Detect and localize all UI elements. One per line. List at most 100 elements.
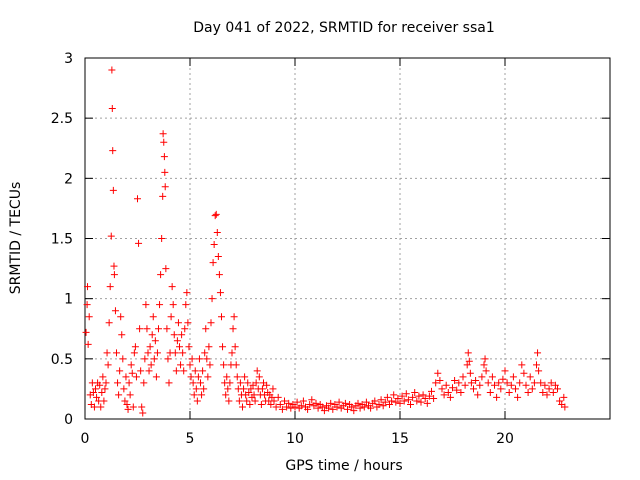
data-point — [140, 379, 148, 387]
data-point — [394, 395, 402, 403]
data-point — [236, 379, 244, 387]
data-point — [493, 393, 501, 401]
data-point — [174, 319, 182, 327]
data-point — [329, 405, 337, 413]
data-point — [455, 379, 463, 387]
data-point — [549, 389, 557, 397]
data-point — [101, 385, 109, 393]
data-point — [255, 373, 263, 381]
data-point — [171, 349, 179, 357]
data-point — [377, 396, 385, 404]
data-point — [245, 389, 253, 397]
data-point — [191, 367, 199, 375]
data-point — [90, 403, 98, 411]
data-point — [484, 379, 492, 387]
data-point — [104, 361, 112, 369]
data-point — [161, 168, 169, 176]
y-tick-label: 0.5 — [51, 352, 73, 368]
data-point — [197, 379, 204, 387]
data-point — [466, 369, 474, 377]
data-point — [451, 376, 459, 384]
data-point — [449, 384, 456, 392]
data-point — [291, 403, 299, 411]
data-point — [362, 398, 370, 406]
data-point — [244, 379, 252, 387]
data-point — [396, 399, 404, 407]
data-point — [272, 403, 280, 411]
data-point — [258, 385, 266, 393]
data-point — [263, 381, 271, 389]
data-point — [100, 397, 108, 405]
data-point — [505, 389, 513, 397]
data-point — [98, 389, 106, 397]
data-point — [110, 271, 118, 279]
data-point — [430, 395, 438, 403]
chart-title: Day 041 of 2022, SRMTID for receiver ssa… — [193, 20, 495, 36]
data-point — [318, 403, 326, 411]
data-point — [308, 396, 316, 404]
data-point — [235, 397, 243, 405]
data-point — [161, 183, 169, 191]
data-point — [269, 385, 277, 393]
data-point — [478, 373, 486, 381]
data-point — [240, 385, 248, 393]
data-point — [520, 369, 528, 377]
data-point — [105, 319, 113, 327]
data-point — [169, 301, 177, 309]
data-point — [128, 369, 136, 377]
data-point — [177, 361, 185, 369]
y-tick-label: 2 — [64, 171, 73, 187]
data-point — [488, 373, 496, 381]
data-point — [561, 403, 569, 411]
data-point — [223, 373, 231, 381]
data-point — [375, 401, 383, 409]
data-point — [390, 391, 398, 399]
data-point — [152, 373, 160, 381]
data-point — [251, 397, 259, 405]
data-point — [306, 401, 314, 409]
data-point — [102, 379, 110, 387]
data-point — [173, 337, 181, 345]
y-tick-label: 1 — [64, 292, 73, 308]
data-point — [151, 337, 159, 345]
data-point — [131, 343, 139, 351]
data-point — [293, 398, 301, 406]
data-point — [464, 349, 472, 357]
data-point — [270, 397, 278, 405]
data-point — [421, 395, 429, 403]
data-point — [560, 393, 568, 401]
data-point — [134, 195, 141, 203]
data-point — [425, 392, 433, 400]
data-point — [164, 355, 172, 363]
data-point — [371, 397, 379, 405]
axis-ticks: 0 0.5 1 1.5 2 2.5 3 0 5 10 15 20 — [51, 51, 610, 447]
data-point — [274, 393, 282, 401]
data-point — [195, 355, 203, 363]
data-point — [444, 389, 452, 397]
data-point — [253, 367, 261, 375]
data-point — [551, 381, 559, 389]
data-point — [162, 265, 170, 273]
data-point — [184, 319, 192, 327]
data-point — [438, 385, 446, 393]
data-point — [442, 381, 450, 389]
data-point — [554, 385, 561, 393]
data-point — [153, 349, 161, 357]
data-point — [229, 325, 237, 333]
data-point — [85, 313, 93, 321]
data-point — [461, 381, 469, 389]
x-tick-label: 0 — [81, 431, 90, 447]
data-point — [107, 232, 115, 240]
data-point — [499, 375, 507, 383]
data-point — [199, 367, 207, 375]
data-point — [537, 379, 545, 387]
data-point — [150, 355, 158, 363]
data-point — [222, 391, 230, 399]
data-point — [533, 361, 540, 369]
data-point — [93, 393, 101, 401]
data-point — [200, 385, 208, 393]
data-point — [148, 331, 156, 339]
data-point — [122, 373, 130, 381]
data-point — [516, 379, 524, 387]
data-point — [524, 389, 532, 397]
